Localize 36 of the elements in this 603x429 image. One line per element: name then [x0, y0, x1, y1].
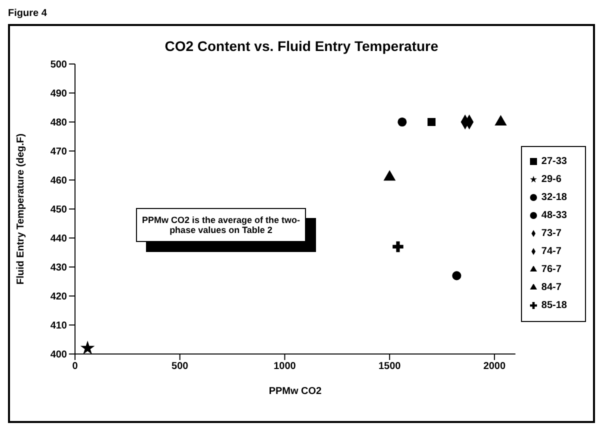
legend-label: 73-7: [541, 228, 562, 239]
caption: Figure 4: [8, 8, 48, 21]
point: [384, 170, 396, 181]
x-tick-label: 0: [72, 361, 78, 372]
y-tick-label: 500: [50, 60, 68, 71]
point: [452, 271, 462, 280]
legend-label: 29-6: [541, 174, 562, 185]
legend-label: 32-18: [541, 192, 567, 203]
x-tick-label: 500: [172, 361, 189, 372]
legend-label: 85-18: [541, 300, 567, 311]
legend-label: 76-7: [541, 264, 562, 275]
point: [80, 340, 95, 354]
y-tick-label: 430: [50, 262, 68, 274]
point: [392, 241, 404, 252]
y-tick-label: 400: [50, 350, 68, 361]
chart-title: CO2 Content vs. Fluid Entry Temperature: [164, 38, 440, 54]
y-tick-label: 470: [50, 146, 68, 158]
y-tick-label: 410: [50, 320, 68, 332]
x-axis-title: PPMw CO2: [268, 386, 322, 397]
y-tick-label: 490: [50, 88, 68, 100]
y-tick-label: 450: [50, 204, 68, 216]
legend-label: 48-33: [541, 210, 567, 221]
point: [428, 118, 436, 126]
legend-label: 27-33: [541, 156, 567, 167]
legend-label: 74-7: [541, 246, 562, 257]
point: [398, 117, 407, 127]
legend-label: 84-7: [541, 282, 562, 293]
annotation: PPMw CO2 is the average of the two-phase values on Table 2: [136, 208, 306, 242]
y-axis-title: Fluid Entry Temperature (deg.F): [16, 134, 27, 284]
y-tick-label: 420: [50, 292, 68, 303]
x-tick-label: 2000: [483, 361, 506, 372]
x-tick-label: 1000: [274, 361, 296, 372]
y-tick-label: 460: [50, 176, 68, 187]
y-tick-label: 440: [50, 234, 68, 245]
x-tick-label: 1500: [378, 361, 402, 372]
y-tick-label: 480: [50, 118, 68, 129]
